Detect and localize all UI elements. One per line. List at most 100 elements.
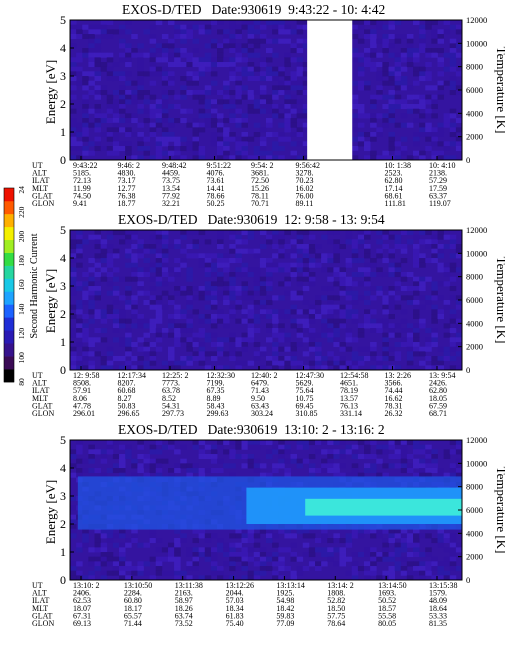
heat-cell (455, 85, 463, 91)
heat-cell (229, 304, 236, 310)
heat-cell (419, 258, 426, 264)
heat-cell (161, 444, 169, 450)
heat-cell (327, 267, 334, 273)
heat-cell (155, 118, 163, 124)
ut-tick-label: 10: 4:10 (429, 161, 455, 170)
heat-cell (345, 286, 353, 292)
heat-cell (70, 463, 77, 469)
heat-cell (302, 71, 310, 77)
heat-cell (143, 458, 151, 464)
heat-cell (302, 533, 310, 539)
heat-cell (321, 365, 328, 371)
heat-cell (112, 267, 120, 273)
heat-cell (284, 57, 291, 63)
heat-cell (376, 286, 383, 292)
heat-cell (192, 118, 200, 124)
heat-cell (125, 365, 132, 371)
heat-cell (204, 556, 212, 562)
heat-cell (106, 132, 114, 138)
heat-cell (296, 66, 304, 72)
table-cell: 59.83 (276, 611, 294, 620)
heat-cell (419, 449, 426, 455)
heat-cell (155, 472, 163, 478)
heat-cell (217, 258, 224, 264)
heat-cell (259, 71, 267, 77)
heat-cell (431, 136, 438, 142)
heat-cell (180, 538, 187, 544)
heat-cell (137, 365, 144, 371)
heat-cell (370, 468, 377, 474)
heat-cell (413, 337, 420, 343)
heat-cell (161, 43, 169, 49)
heat-cell (149, 52, 157, 58)
heat-cell (425, 146, 432, 152)
heat-cell (272, 253, 279, 259)
heat-cell (259, 440, 267, 446)
table-cell: 3566. (385, 379, 403, 388)
heat-cell (364, 444, 371, 450)
heat-cell (241, 561, 249, 567)
heat-cell (241, 552, 249, 558)
heat-cell (112, 468, 120, 474)
heat-cell (82, 113, 89, 119)
heat-cell (449, 141, 457, 147)
heat-cell (125, 318, 132, 324)
panel-2-right-axis-label: Temperature [K] (494, 257, 505, 344)
heat-cell (376, 94, 383, 100)
heat-cell (376, 528, 383, 534)
heat-cell (315, 300, 322, 306)
heat-cell (443, 113, 451, 119)
heat-cell (76, 458, 83, 464)
heat-cell (210, 351, 218, 357)
table-cell: 18.26 (175, 604, 193, 613)
heat-cell (161, 52, 169, 58)
heat-cell (198, 113, 206, 119)
heat-cell (125, 230, 132, 236)
heat-cell (100, 258, 108, 264)
heat-cell (388, 290, 396, 296)
heat-cell (174, 449, 181, 455)
heat-cell (174, 323, 181, 329)
heat-cell (455, 136, 463, 142)
heat-cell (76, 155, 83, 161)
panel-1-left-axis-label: Energy [eV] (43, 60, 58, 124)
heat-cell (364, 318, 371, 324)
heat-cell (131, 262, 138, 268)
heat-cell (455, 300, 463, 306)
heat-cell (394, 528, 402, 534)
heat-cell (357, 332, 365, 338)
temp-tick-label: 8000 (466, 482, 483, 492)
heat-cell (180, 24, 187, 30)
heat-cell (137, 286, 144, 292)
heat-cell (431, 337, 438, 343)
heat-cell (253, 552, 261, 558)
heat-cell (382, 113, 389, 119)
table-cell: 2044. (226, 589, 244, 598)
heat-cell (315, 547, 322, 553)
heat-cell (364, 323, 371, 329)
heat-cell (180, 146, 187, 152)
heat-cell (161, 570, 169, 576)
heat-cell (351, 463, 359, 469)
heat-cell (259, 141, 267, 147)
heat-cell (400, 85, 408, 91)
heat-cell (382, 542, 389, 548)
heat-cell (370, 258, 377, 264)
heat-cell (333, 533, 340, 539)
heat-cell (425, 472, 432, 478)
heat-cell (376, 272, 383, 278)
heat-cell (223, 34, 230, 40)
heat-cell (449, 463, 457, 469)
heat-cell (168, 556, 175, 562)
heat-cell (149, 244, 157, 250)
heat-cell (333, 449, 340, 455)
heat-cell (382, 547, 389, 553)
table-cell: 5629. (296, 379, 314, 388)
heat-cell (210, 444, 218, 450)
heat-cell (419, 351, 426, 357)
heat-cell (413, 290, 420, 296)
heat-cell (419, 468, 426, 474)
heat-cell (259, 94, 267, 100)
table-cell: 18.34 (226, 604, 244, 613)
